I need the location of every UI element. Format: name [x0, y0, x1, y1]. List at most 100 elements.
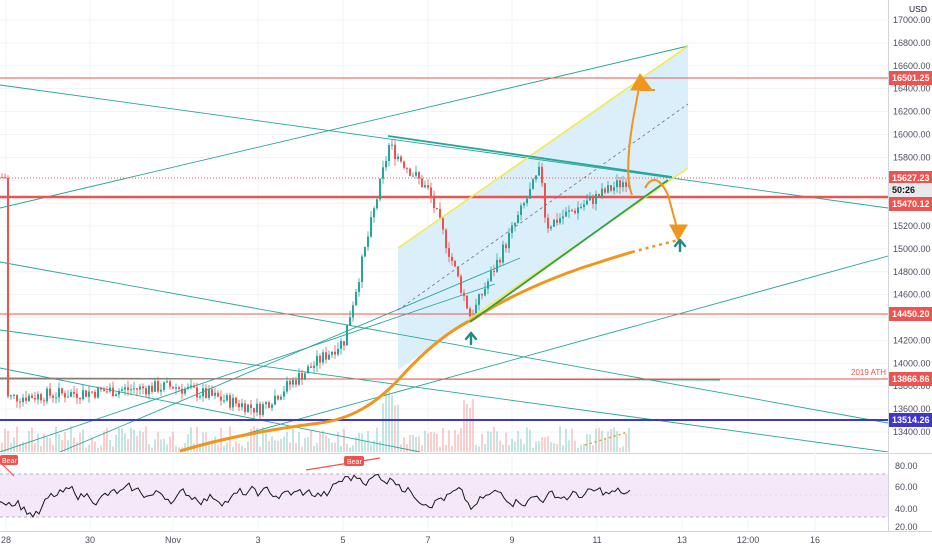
candle-body [274, 395, 276, 405]
candle-body [589, 196, 591, 201]
candle-body [457, 266, 459, 277]
price-tick-label: 16800.00 [893, 38, 931, 48]
volume-bar [10, 442, 12, 452]
time-tick-label: 7 [425, 535, 430, 545]
candle-body [106, 391, 108, 393]
candle-body [559, 218, 561, 223]
candle-body [475, 304, 477, 318]
volume-bar [382, 403, 384, 452]
volume-bar [502, 444, 504, 452]
volume-bar [574, 440, 576, 452]
volume-bar [385, 390, 387, 452]
price-tick-label: 14200.00 [893, 335, 931, 345]
candle-body [382, 167, 384, 179]
volume-bar [532, 447, 534, 452]
up-arrows [464, 238, 687, 346]
volume-bar [619, 447, 621, 452]
volume-bar [196, 426, 198, 452]
candle-body [196, 387, 198, 398]
candle-body [499, 259, 501, 263]
volume-bar [337, 432, 339, 452]
candle-body [514, 223, 516, 226]
candle-body [544, 183, 546, 218]
candle-body [625, 182, 627, 187]
price-tick-label: 13600.00 [893, 404, 931, 414]
price-tick-label: 16600.00 [893, 61, 931, 71]
candle-body [433, 196, 435, 209]
candle-body [232, 397, 234, 408]
rsi-axis[interactable]: 80.00 60.00 40.00 20.00 [895, 461, 918, 532]
volume-bar [517, 430, 519, 452]
candle-body [271, 404, 273, 408]
volume-bar [280, 438, 282, 452]
volume-bar [529, 429, 531, 452]
volume-bar [133, 429, 135, 452]
volume-bar [88, 444, 90, 452]
candle-body [187, 386, 189, 389]
volume-bar [199, 444, 201, 452]
candle-body [223, 400, 225, 402]
volume-bar [568, 440, 570, 452]
volume-bar [376, 427, 378, 452]
volume-bar [1, 442, 3, 452]
candle-body [301, 372, 303, 380]
volume-bar [397, 404, 399, 452]
candle-body [415, 172, 417, 176]
time-axis[interactable]: 28 30 Nov 3 5 7 9 11 13 12:00 16 [1, 535, 820, 545]
volume-bar [283, 436, 285, 452]
candle-body [460, 276, 462, 293]
volume-bar [109, 440, 111, 452]
time-tick-label: 12:00 [737, 535, 760, 545]
volume-bar [550, 442, 552, 452]
volume-bar [235, 441, 237, 452]
candle-body [442, 218, 444, 230]
candle-body [256, 403, 258, 413]
volume-bar [340, 445, 342, 452]
candle-body [484, 288, 486, 296]
trend-line [0, 261, 888, 424]
candle-body [403, 161, 405, 168]
bear-label-bg [0, 455, 18, 465]
candle-body [436, 208, 438, 210]
candle-body [580, 207, 582, 209]
candle-body [385, 160, 387, 168]
candle-body [205, 388, 207, 398]
volume-bar [334, 442, 336, 452]
volume-bar [565, 428, 567, 452]
candle-body [553, 219, 555, 227]
candle-body [454, 260, 456, 267]
time-tick-label: Nov [165, 535, 182, 545]
time-tick-label: 13 [677, 535, 687, 545]
volume-bar [316, 442, 318, 452]
volume-bar [493, 426, 495, 452]
volume-bar [622, 446, 624, 452]
trend-line [0, 367, 421, 452]
trend-line [0, 45, 689, 209]
price-axis[interactable]: 17000.00 16800.00 16600.00 16400.00 16200.00… [893, 15, 931, 437]
candle-body [16, 394, 18, 402]
candle-body [571, 210, 573, 212]
candle-body [529, 188, 531, 199]
volume-bar [349, 447, 351, 452]
volume-bar [124, 433, 126, 452]
candle-body [547, 217, 549, 229]
volume-bar [553, 443, 555, 452]
volume-bar [307, 437, 309, 452]
volume-bar [469, 407, 471, 452]
volume-bar [463, 400, 465, 452]
volume-bar [169, 436, 171, 452]
candle-body [169, 381, 171, 387]
volume-bar [310, 430, 312, 452]
price-tick-label: 16400.00 [893, 84, 931, 94]
candle-body [10, 395, 12, 397]
volume-bar [508, 445, 510, 452]
volume-bar [85, 447, 87, 452]
price-tag [889, 71, 932, 85]
candle-body [505, 244, 507, 249]
candle-body [76, 393, 78, 399]
candle-body [601, 188, 603, 197]
volume-bar [427, 433, 429, 452]
price-tick-label: 13400.00 [893, 427, 931, 437]
